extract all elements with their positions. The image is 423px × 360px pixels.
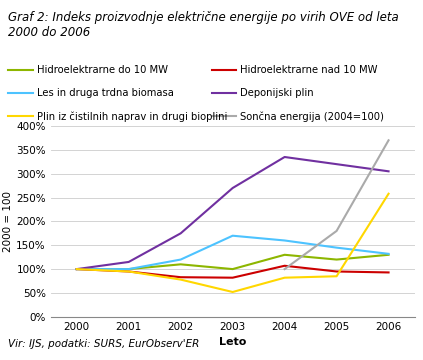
Text: Plin iz čistilnih naprav in drugi bioplini: Plin iz čistilnih naprav in drugi biopli… [37,111,227,122]
Text: Deponijski plin: Deponijski plin [240,88,313,98]
X-axis label: Leto: Leto [219,337,246,347]
Text: Graf 2: Indeks proizvodnje električne energije po virih OVE od leta
2000 do 2006: Graf 2: Indeks proizvodnje električne en… [8,11,399,39]
Y-axis label: 2000 = 100: 2000 = 100 [3,191,14,252]
Text: Hidroelektrarne do 10 MW: Hidroelektrarne do 10 MW [37,65,168,75]
Text: Sončna energija (2004=100): Sončna energija (2004=100) [240,111,384,122]
Text: Les in druga trdna biomasa: Les in druga trdna biomasa [37,88,174,98]
Text: Hidroelektrarne nad 10 MW: Hidroelektrarne nad 10 MW [240,65,377,75]
Text: Vir: IJS, podatki: SURS, EurObserv'ER: Vir: IJS, podatki: SURS, EurObserv'ER [8,339,200,349]
